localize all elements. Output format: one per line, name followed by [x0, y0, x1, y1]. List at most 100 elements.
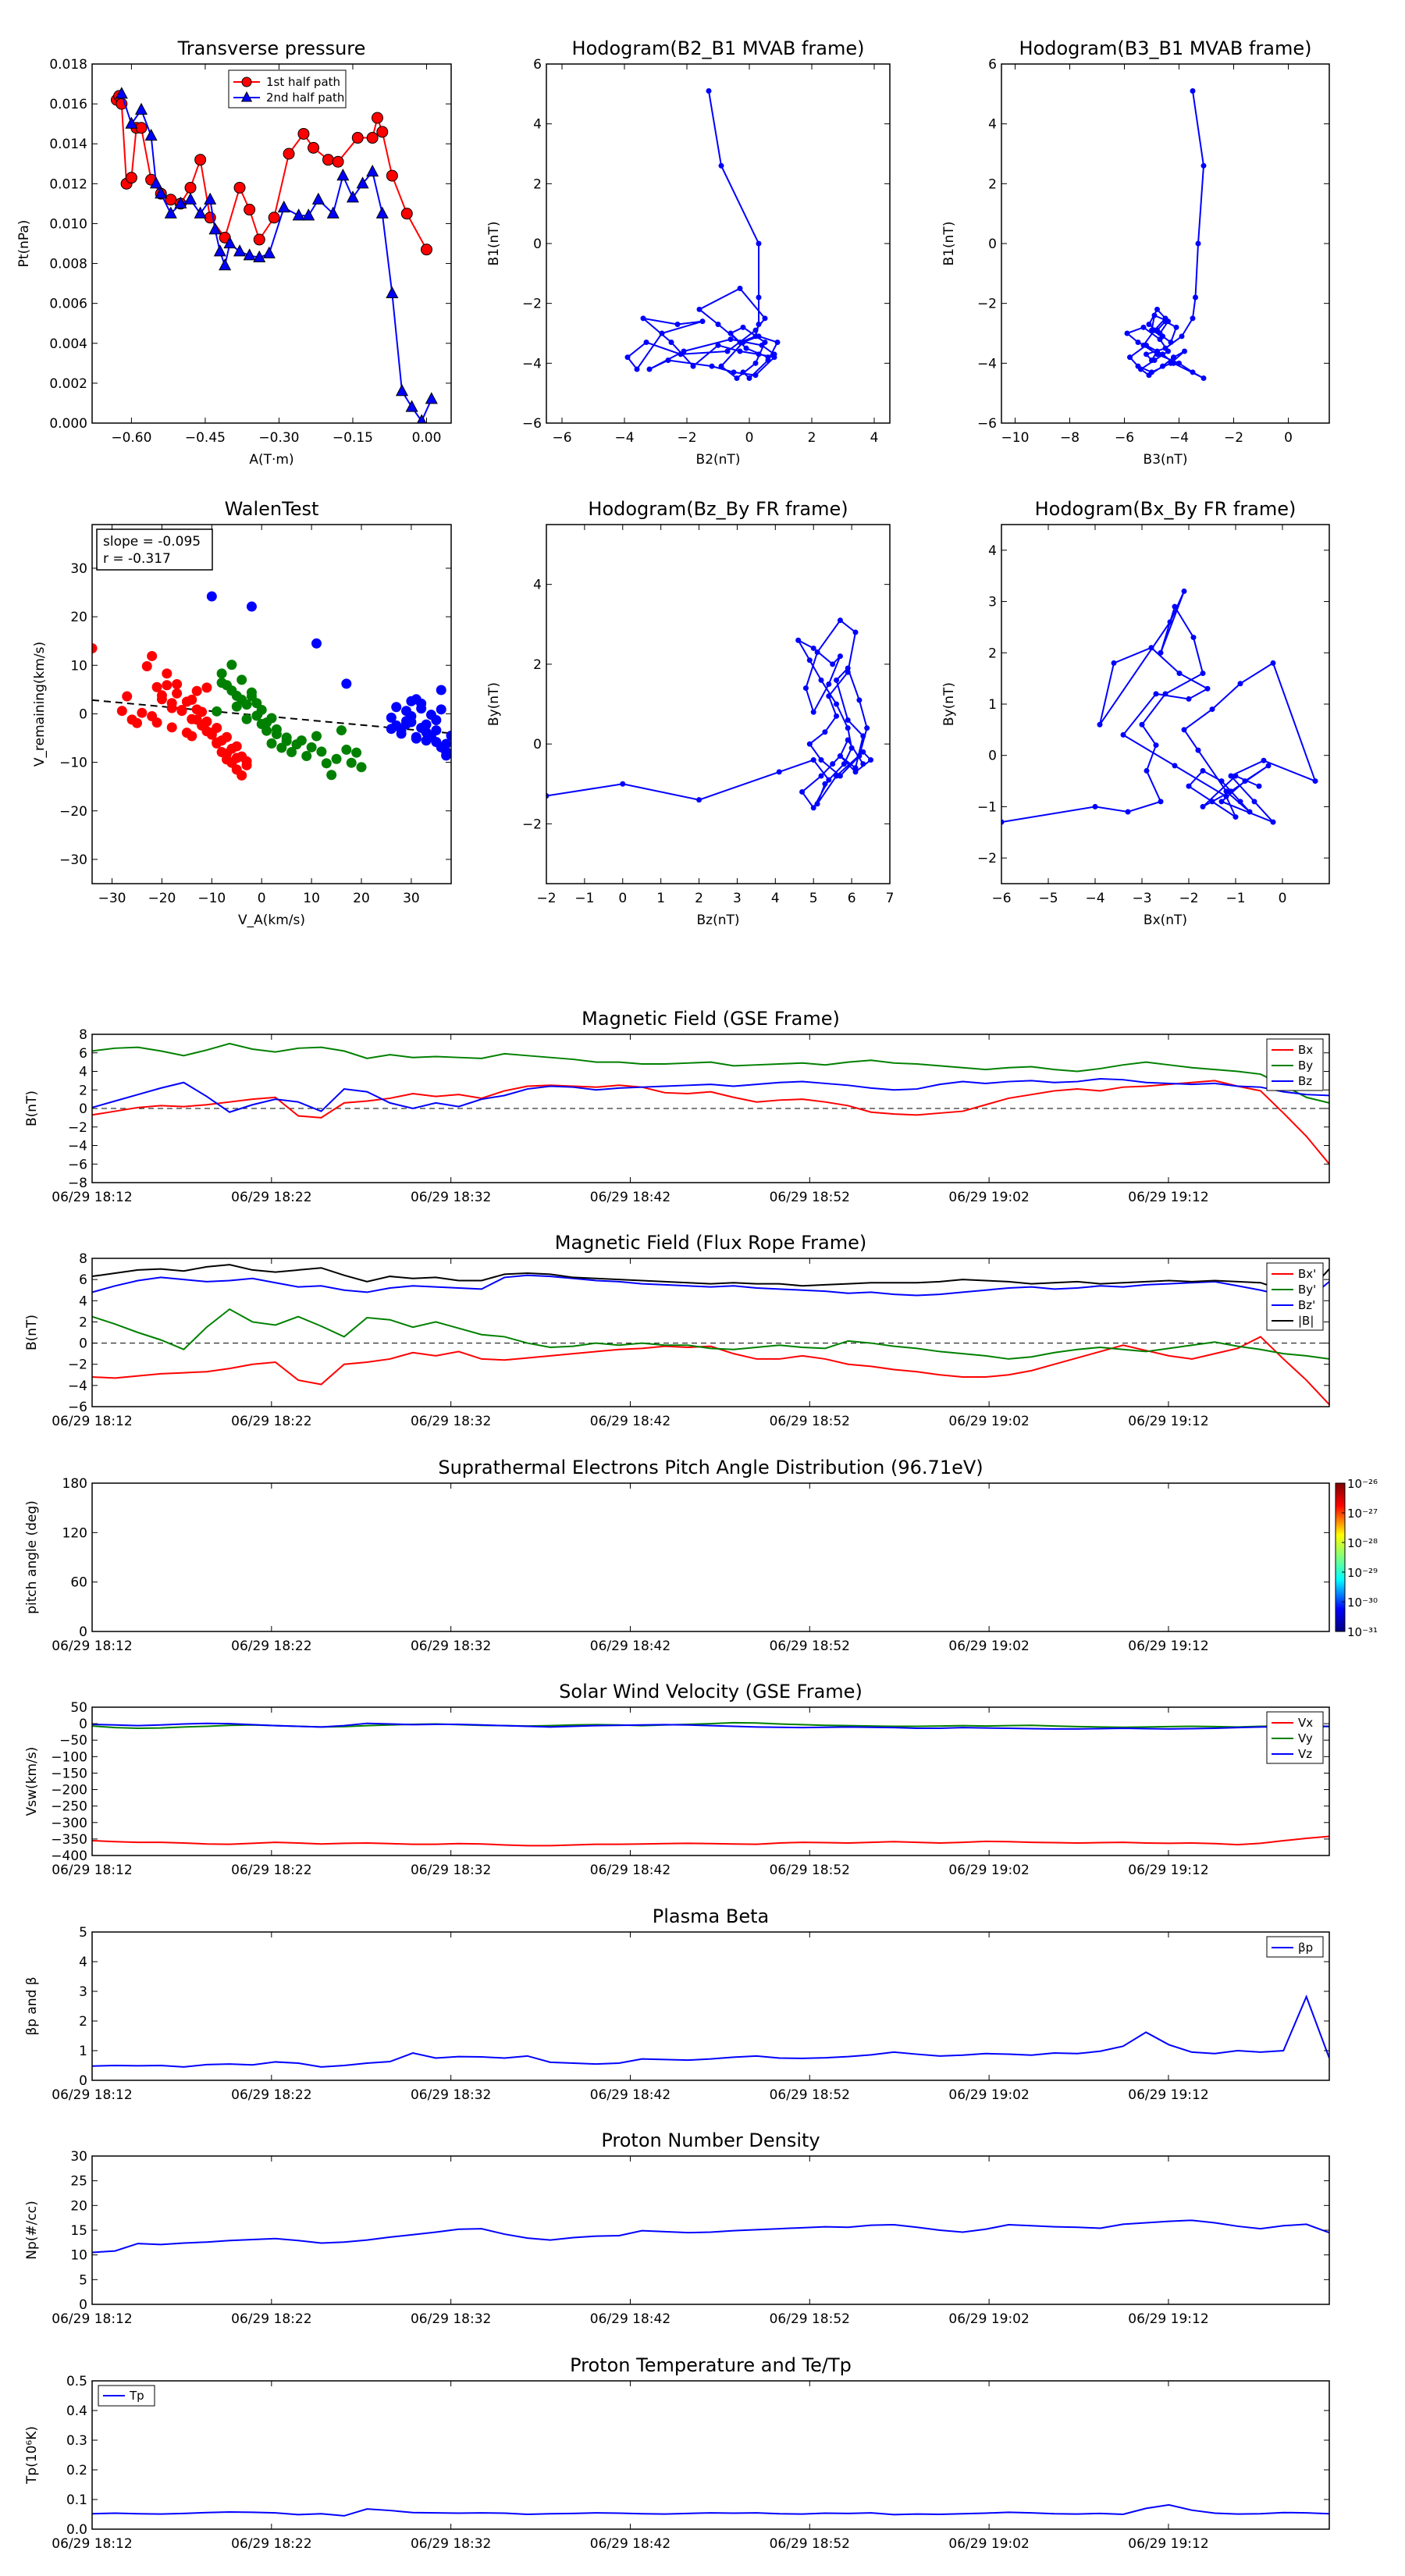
- hxy-title: Hodogram(Bx_By FR frame): [1035, 498, 1297, 520]
- pad-ylabel: pitch angle (deg): [24, 1500, 40, 1614]
- h31-ytick-label: 4: [988, 117, 997, 133]
- h21-marker-dot: [718, 162, 724, 169]
- bfr-ytick-label: 6: [79, 1272, 87, 1288]
- h31-ytick-label: 2: [988, 176, 997, 192]
- pt-marker-triangle: [204, 192, 217, 205]
- h31-marker-dot: [1190, 369, 1196, 375]
- pad-colorbar-label: 10⁻²⁷: [1347, 1507, 1378, 1521]
- bfr-legend-label: By': [1298, 1283, 1316, 1297]
- pt-marker-triangle: [253, 250, 266, 262]
- hzy-marker-dot: [837, 773, 843, 779]
- hzy-marker-dot: [822, 729, 828, 735]
- h21-xtick-label: 4: [870, 430, 879, 446]
- h21-title: Hodogram(B2_B1 MVAB frame): [572, 37, 865, 59]
- h21-marker-dot: [737, 348, 743, 354]
- hxy-plot-area: [1001, 588, 1318, 825]
- bgse-ytick-label: −4: [68, 1139, 87, 1155]
- panel-vsw: Solar Wind Velocity (GSE Frame)−400−350−…: [24, 1681, 1330, 1878]
- walen-point-red: [156, 694, 167, 705]
- h21-ylabel: B1(nT): [486, 222, 502, 266]
- h31-ytick-label: 0: [988, 237, 997, 252]
- hxy-marker-dot: [1153, 742, 1159, 749]
- h31-xtick-label: −2: [1224, 430, 1243, 446]
- pt-marker-circle: [351, 132, 364, 144]
- pt-xtick-label: −0.30: [258, 430, 299, 446]
- bgse-ylabel: B(nT): [24, 1091, 40, 1126]
- hzy-marker-dot: [837, 617, 843, 624]
- tp-time-tick-label: 06/29 18:42: [590, 2536, 670, 2552]
- bgse-series-By: [92, 1042, 1329, 1104]
- np-ytick-label: 20: [70, 2198, 87, 2214]
- h21-marker-dot: [756, 322, 762, 327]
- pt-marker-triangle: [262, 246, 276, 258]
- tp-title: Proton Temperature and Te/Tp: [570, 2354, 852, 2376]
- vsw-frame: [91, 1706, 1330, 1856]
- walen-point-green: [336, 725, 347, 736]
- walen-point-red: [222, 748, 232, 759]
- walen-point-green: [356, 762, 367, 773]
- beta-time-tick-label: 06/29 18:12: [52, 2087, 132, 2103]
- hzy-marker-dot: [852, 629, 859, 635]
- walen-point-blue: [386, 712, 397, 723]
- walen-point-red: [187, 731, 197, 742]
- vsw-ylabel: Vsw(km/s): [24, 1747, 40, 1816]
- h21-xtick-label: 0: [745, 430, 754, 446]
- bfr-series-By': [92, 1308, 1329, 1360]
- h31-marker-dot: [1160, 363, 1165, 369]
- walen-point-green: [241, 713, 252, 724]
- walen-point-green: [301, 751, 312, 762]
- hxy-ytick-label: 1: [988, 697, 997, 713]
- bfr-series-Bx': [92, 1336, 1329, 1405]
- h31-marker-dot: [1176, 360, 1182, 366]
- pt-marker-triangle: [395, 384, 409, 397]
- pt-marker-triangle: [194, 206, 207, 219]
- hzy-xtick-label: 6: [848, 891, 856, 906]
- np-time-tick-label: 06/29 18:42: [590, 2311, 670, 2327]
- h21-ytick-label: −2: [522, 297, 542, 312]
- hxy-marker-dot: [1251, 799, 1257, 805]
- walen-point-green: [212, 706, 222, 717]
- hzy-marker-dot: [834, 713, 840, 719]
- walen-point-green: [321, 758, 332, 769]
- h21-marker-dot: [690, 363, 696, 369]
- h21-marker-dot: [737, 286, 743, 291]
- hzy-ytick-label: 4: [533, 578, 542, 593]
- walen-point-green: [331, 753, 342, 764]
- walen-point-red: [92, 643, 98, 654]
- walen-point-red: [172, 679, 183, 690]
- pt-marker-circle: [376, 126, 389, 138]
- h21-marker-dot: [746, 375, 752, 381]
- h31-frame: [1001, 63, 1330, 424]
- hzy-xtick-label: 3: [733, 891, 742, 906]
- tp-series-Tp: [92, 2503, 1329, 2517]
- hzy-ytick-label: 2: [533, 657, 542, 673]
- hzy-xtick-label: 4: [771, 891, 780, 906]
- hxy-xtick-label: −2: [1179, 891, 1198, 906]
- h31-marker-dot: [1146, 322, 1152, 327]
- vsw-time-tick-label: 06/29 19:02: [948, 1863, 1029, 1878]
- np-ytick-label: 5: [79, 2272, 87, 2288]
- hzy-xtick-label: 2: [695, 891, 703, 906]
- pt-marker-circle: [135, 122, 148, 134]
- h21-ytick-label: −4: [522, 356, 542, 372]
- np-ytick-label: 30: [70, 2149, 87, 2165]
- hxy-xtick-label: −3: [1132, 891, 1151, 906]
- pad-time-tick-label: 06/29 18:22: [231, 1638, 311, 1654]
- pt-marker-triangle: [417, 414, 427, 423]
- pt-marker-triangle: [223, 236, 237, 249]
- vsw-legend-label: Vx: [1298, 1716, 1313, 1730]
- hxy-marker-dot: [1256, 783, 1262, 789]
- walen-point-red: [231, 753, 242, 763]
- h21-marker-dot: [668, 340, 674, 345]
- walen-point-green: [311, 731, 322, 742]
- hxy-marker-dot: [1158, 649, 1164, 656]
- beta-plot-area: [92, 1994, 1329, 2068]
- walen-point-green: [271, 724, 282, 735]
- walen-point-red: [137, 707, 148, 718]
- hzy-marker-dot: [620, 781, 626, 787]
- h21-xtick-label: 2: [808, 430, 816, 446]
- walen-point-red: [197, 720, 208, 731]
- hxy-xtick-label: −6: [991, 891, 1011, 906]
- hzy-marker-dot: [814, 801, 820, 807]
